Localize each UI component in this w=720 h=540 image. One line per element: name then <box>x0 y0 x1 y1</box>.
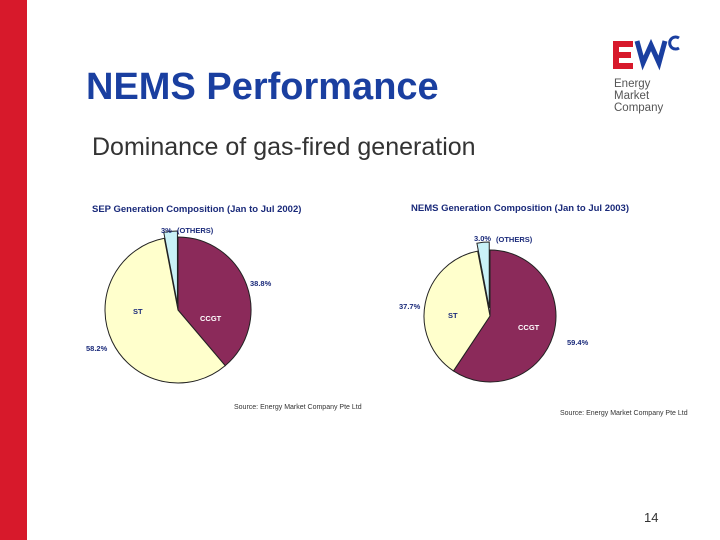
chart-1-label-st: ST <box>133 307 143 316</box>
logo-line-1: Energy <box>614 78 651 90</box>
chart-1-slice-ccgt <box>177 236 252 367</box>
chart-1-label-others: (OTHERS) <box>177 226 214 235</box>
chart-1-label-ccgt-pct: 38.8% <box>250 279 272 288</box>
chart-1-slice-st <box>104 237 226 384</box>
chart-1-label-ccgt: CCGT <box>200 314 222 323</box>
emc-logo-mark <box>613 35 680 71</box>
chart-2-label-st-pct: 37.7% <box>399 302 421 311</box>
chart-1-slice-others <box>163 230 178 305</box>
chart-2-label-ccgt-pct: 59.4% <box>567 338 589 347</box>
chart-1-label-st-pct: 58.2% <box>86 344 108 353</box>
chart-1-label-others-pct: 3% <box>161 226 172 235</box>
chart-2-slice-st <box>423 250 491 372</box>
slide-subtitle: Dominance of gas-fired generation <box>92 133 476 161</box>
logo-line-3: Company <box>614 102 664 114</box>
slide-title: NEMS Performance <box>86 66 439 108</box>
chart-2-slice-ccgt <box>452 249 557 383</box>
chart-2-label-others-pct: 3.0% <box>474 234 492 243</box>
chart-1-source: Source: Energy Market Company Pte Ltd <box>234 404 362 411</box>
chart-1-title: SEP Generation Composition (Jan to Jul 2… <box>92 204 302 215</box>
chart-2-label-ccgt: CCGT <box>518 323 540 332</box>
logo-text: Energy Market Company <box>614 78 663 114</box>
emc-logo: Energy Market Company <box>607 33 687 123</box>
chart-2-label-st: ST <box>448 311 458 320</box>
chart-2-source: Source: Energy Market Company Pte Ltd <box>560 410 688 417</box>
logo-line-2: Market <box>614 90 650 102</box>
chart-2-label-others: (OTHERS) <box>496 235 533 244</box>
chart-2-title: NEMS Generation Composition (Jan to Jul … <box>411 203 630 214</box>
page-number: 14 <box>644 510 659 525</box>
chart-2-slice-others <box>476 241 490 309</box>
accent-bar <box>0 0 27 540</box>
